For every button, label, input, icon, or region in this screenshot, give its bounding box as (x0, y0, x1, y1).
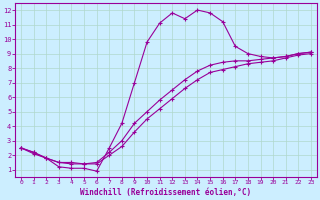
X-axis label: Windchill (Refroidissement éolien,°C): Windchill (Refroidissement éolien,°C) (80, 188, 252, 197)
